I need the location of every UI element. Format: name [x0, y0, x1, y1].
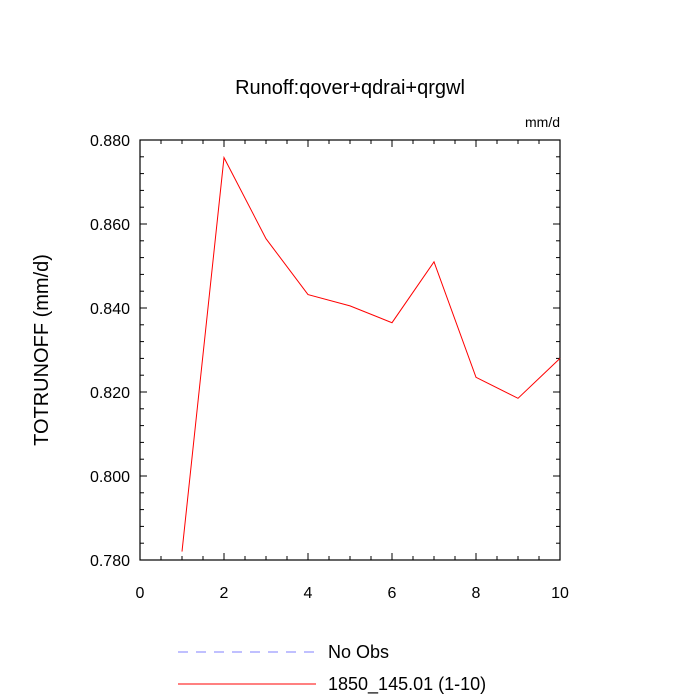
x-tick-label: 8: [472, 585, 481, 602]
y-tick-label: 0.800: [90, 469, 130, 486]
y-tick-label: 0.820: [90, 385, 130, 402]
x-tick-label: 6: [388, 585, 397, 602]
x-tick-label: 4: [304, 585, 313, 602]
legend-label-1: 1850_145.01 (1-10): [328, 674, 486, 695]
y-tick-label: 0.880: [90, 133, 130, 150]
y-tick-label: 0.780: [90, 553, 130, 570]
y-axis-label: TOTRUNOFF (mm/d): [31, 254, 53, 446]
legend-label-0: No Obs: [328, 642, 389, 662]
x-tick-label: 10: [551, 585, 569, 602]
chart-title: Runoff:qover+qdrai+qrgwl: [235, 77, 465, 99]
plot-area: 0 2 4 6 8 10 0.780 0.800 0.820 0.840 0.860 0.880: [90, 133, 569, 602]
legend: No Obs 1850_145.01 (1-10): [178, 642, 486, 695]
units-label: mm/d: [525, 114, 560, 130]
x-tick-label: 0: [136, 585, 145, 602]
x-tick-label: 2: [220, 585, 229, 602]
y-tick-label: 0.860: [90, 217, 130, 234]
y-tick-label: 0.840: [90, 301, 130, 318]
series-line-1: [181, 155, 561, 552]
